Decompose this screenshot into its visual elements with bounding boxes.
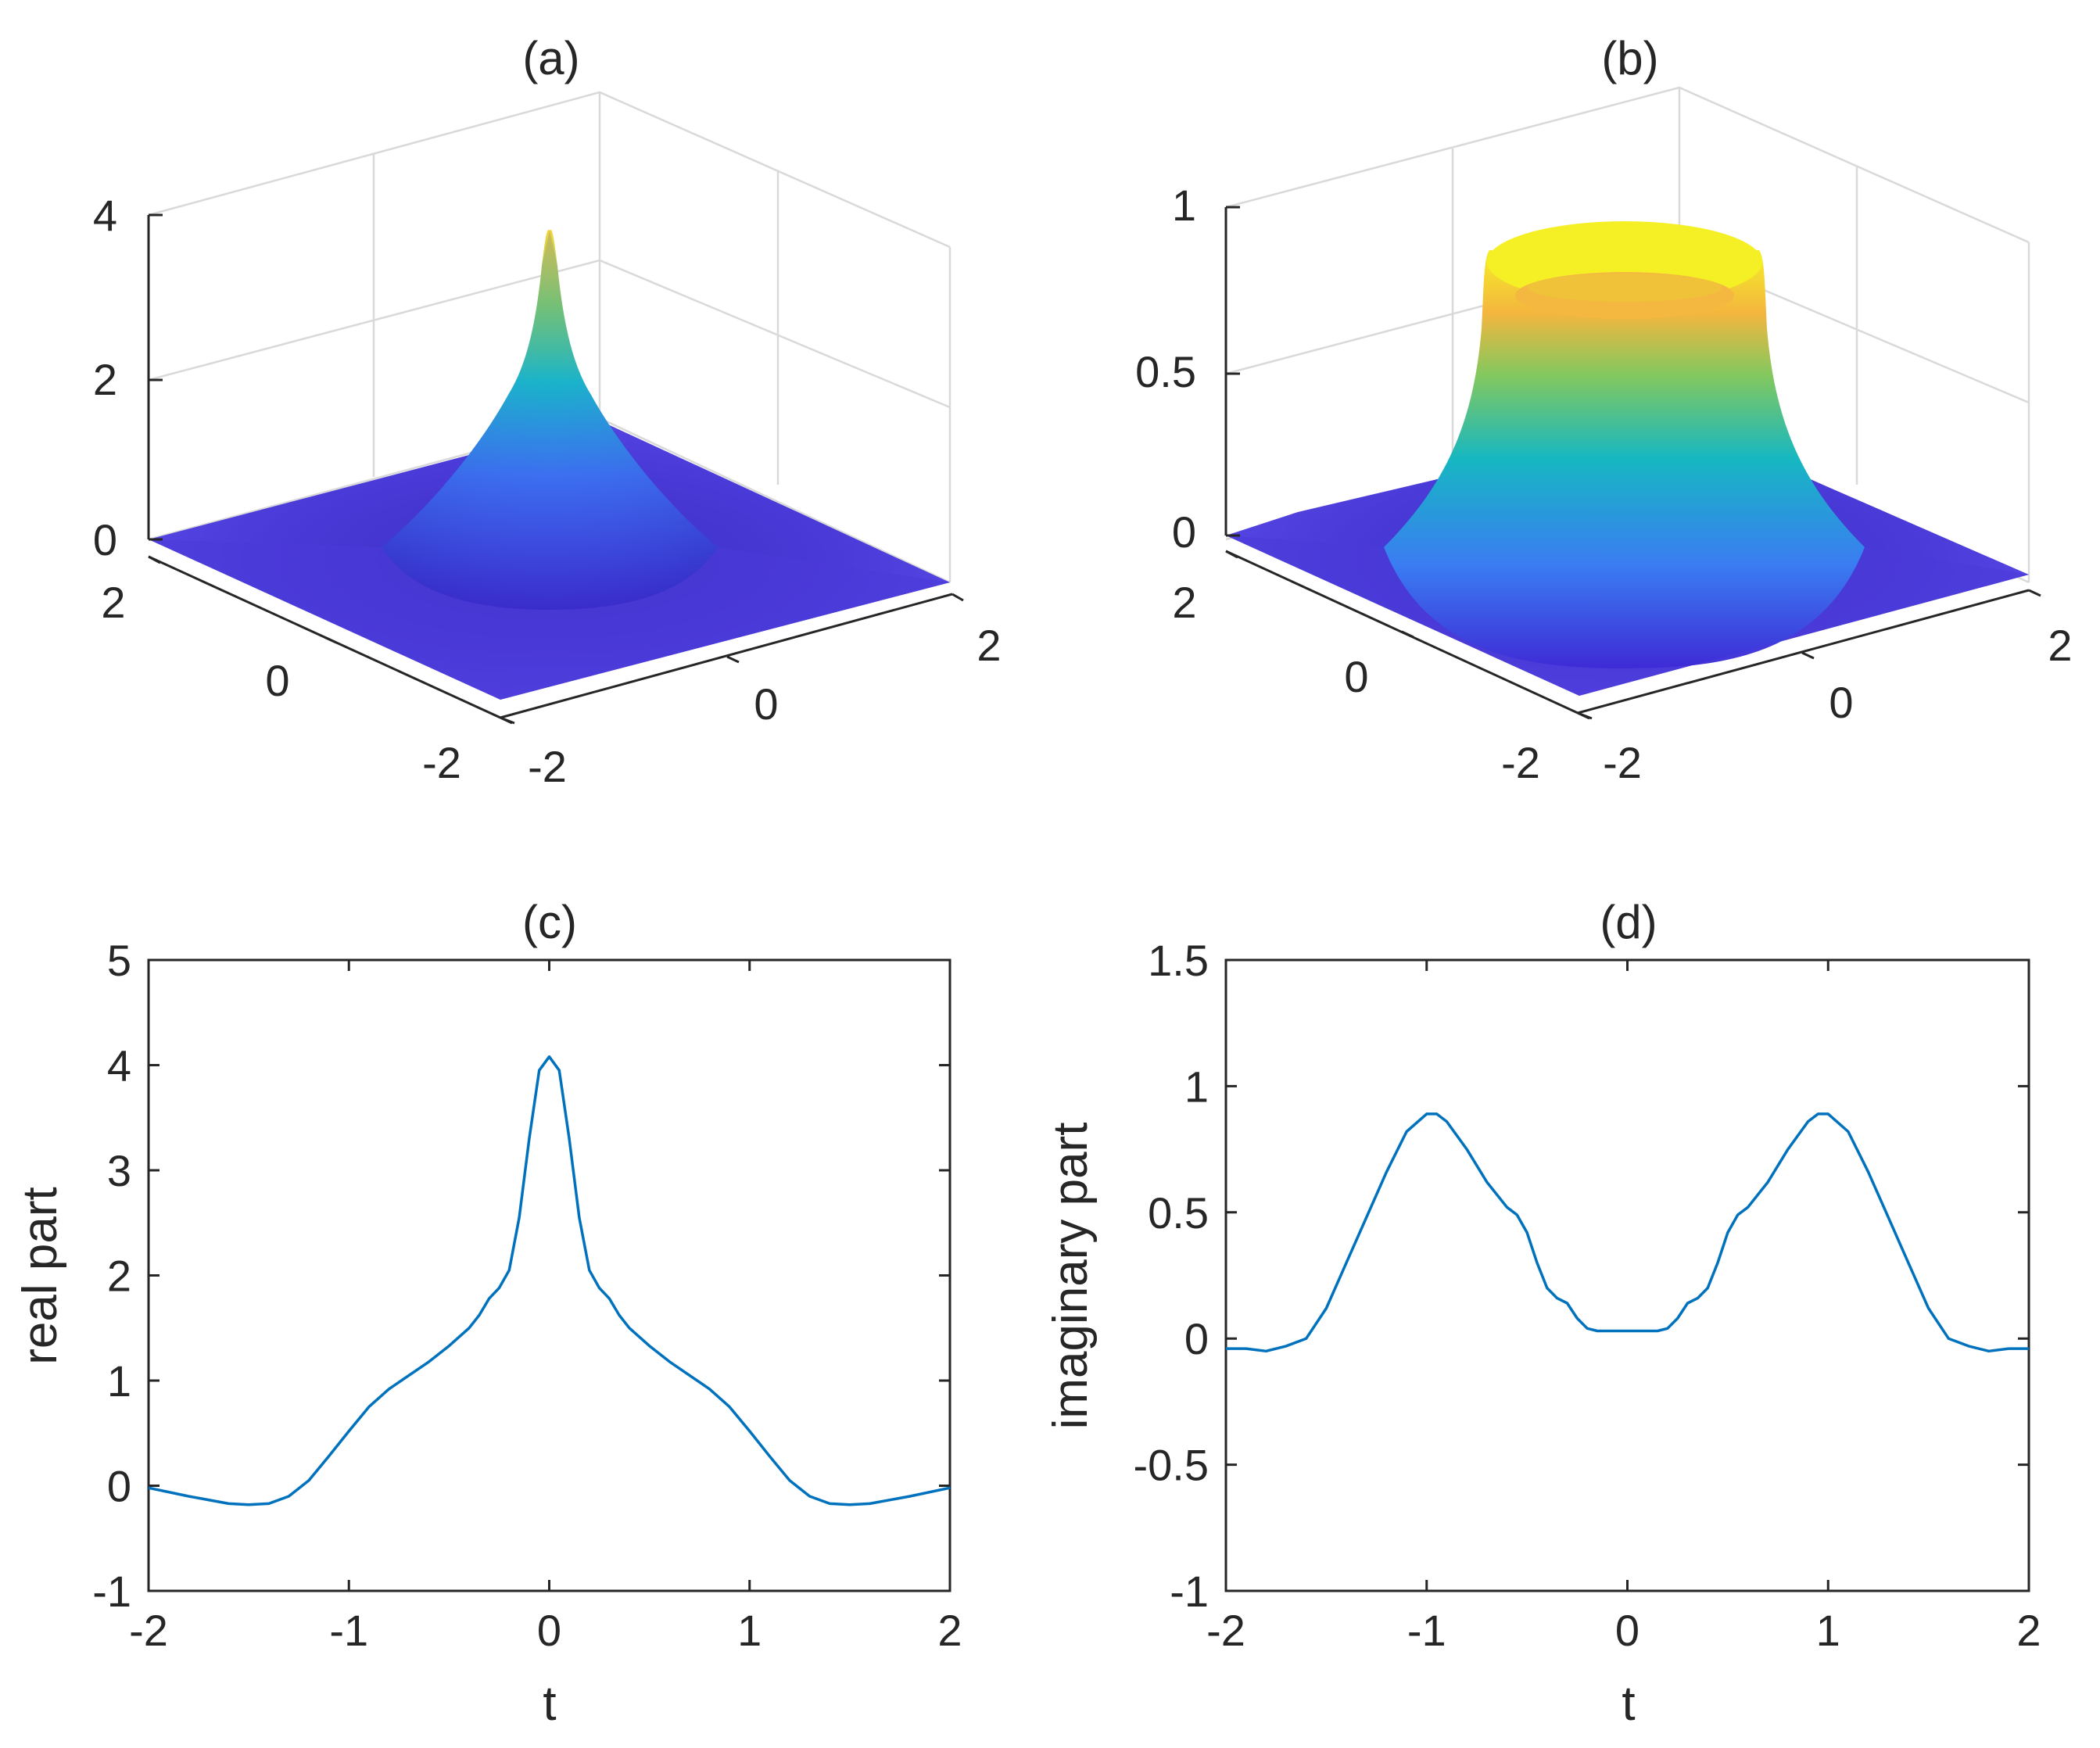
panel-b-z-axis: 0 0.5 1 (1135, 181, 1240, 557)
panel-c-xtick-4: 2 (937, 1606, 962, 1655)
panel-a-ztick-2: 4 (93, 191, 117, 240)
panel-c-ytick-4: 3 (107, 1146, 131, 1195)
panel-a-ytick-1: 0 (265, 656, 289, 705)
panel-c-xtick-0: -2 (129, 1606, 168, 1655)
panel-b-ztick-2: 1 (1172, 181, 1196, 230)
panel-c-title: (c) (522, 896, 577, 948)
panel-b-title: (b) (1601, 32, 1658, 84)
panel-c-x-ticks: -2 -1 0 1 2 (129, 960, 962, 1655)
panel-a-title: (a) (522, 32, 579, 84)
panel-a-z-axis: 0 2 4 (93, 191, 163, 564)
panel-a-ztick-1: 2 (93, 355, 117, 404)
panel-d-ytick-5: 1.5 (1148, 936, 1209, 985)
panel-b-x-axis: -2 0 2 (1577, 589, 2073, 787)
panel-d-y-ticks: -1 -0.5 0 0.5 1 1.5 (1134, 936, 2029, 1616)
panel-a-xtick-2: 2 (977, 621, 1001, 670)
panel-d-xtick-3: 1 (1816, 1606, 1840, 1655)
panel-c-xtick-1: -1 (329, 1606, 368, 1655)
panel-b-xtick-1: 0 (1829, 678, 1853, 727)
panel-a-xtick-0: -2 (528, 742, 567, 791)
panel-b-ytick-2: 2 (1172, 578, 1196, 627)
panel-d-series-line (1226, 1112, 2029, 1353)
panel-a-ztick-0: 0 (93, 515, 117, 564)
panel-d-ytick-3: 0.5 (1148, 1188, 1209, 1238)
panel-c-ylabel: real part (13, 1187, 67, 1364)
panel-a-x-axis: -2 0 2 (500, 593, 1002, 791)
panel-b-surface: (b) 0 0.5 1 2 0 - (1135, 32, 2072, 787)
panel-b-y-axis: 2 0 -2 (1172, 550, 1590, 787)
panel-b-xtick-2: 2 (2048, 621, 2072, 670)
panel-d-xtick-0: -2 (1206, 1606, 1245, 1655)
panel-d-xtick-4: 2 (2016, 1606, 2041, 1655)
panel-d-ytick-1: -0.5 (1134, 1441, 1209, 1490)
panel-d-x-ticks: -2 -1 0 1 2 (1206, 960, 2041, 1655)
panel-d-title: (d) (1600, 896, 1657, 948)
panel-d-xtick-1: -1 (1407, 1606, 1446, 1655)
panel-c-ytick-6: 5 (107, 936, 131, 985)
panel-b-ztick-1: 0.5 (1135, 347, 1196, 396)
panel-c-ytick-1: 0 (107, 1462, 131, 1511)
panel-d-ytick-2: 0 (1184, 1314, 1209, 1363)
panel-c-ytick-3: 2 (107, 1252, 131, 1301)
panel-c-xlabel: t (543, 1677, 556, 1731)
panel-c-y-ticks: -1 0 1 2 3 4 5 (92, 936, 950, 1616)
panel-a-surface: (a) 0 2 4 2 0 (93, 32, 1002, 791)
panel-b-ztick-0: 0 (1172, 507, 1196, 557)
panel-b-ytick-0: -2 (1501, 738, 1540, 787)
panel-c-series-line (148, 1055, 951, 1506)
panel-d-ytick-0: -1 (1170, 1567, 1209, 1616)
panel-d-ytick-4: 1 (1184, 1062, 1209, 1111)
panel-d-axes-box (1224, 958, 2030, 1592)
panel-d-line-chart: (d) -1-0.500.511.5 -2 -1 0 1 2 t imaginary p… (1044, 896, 2041, 1731)
panel-a-ytick-0: -2 (422, 738, 461, 787)
panel-d-xtick-2: 0 (1615, 1606, 1640, 1655)
panel-a-ytick-2: 2 (101, 578, 125, 627)
panel-a-xtick-1: 0 (754, 679, 778, 729)
panel-c-xtick-3: 1 (737, 1606, 762, 1655)
panel-d-xlabel: t (1622, 1677, 1635, 1731)
panel-b-ytick-1: 0 (1344, 652, 1368, 701)
panel-c-ytick-0: -1 (92, 1567, 131, 1616)
panel-c-xtick-2: 0 (537, 1606, 561, 1655)
panel-c-axes-box (147, 958, 951, 1592)
panel-b-ring (1384, 250, 1865, 668)
panel-c-ytick-2: 1 (107, 1356, 131, 1406)
panel-b-xtick-0: -2 (1603, 738, 1642, 787)
panel-c-ytick-5: 4 (107, 1041, 131, 1091)
panel-d-ylabel: imaginary part (1044, 1123, 1098, 1430)
